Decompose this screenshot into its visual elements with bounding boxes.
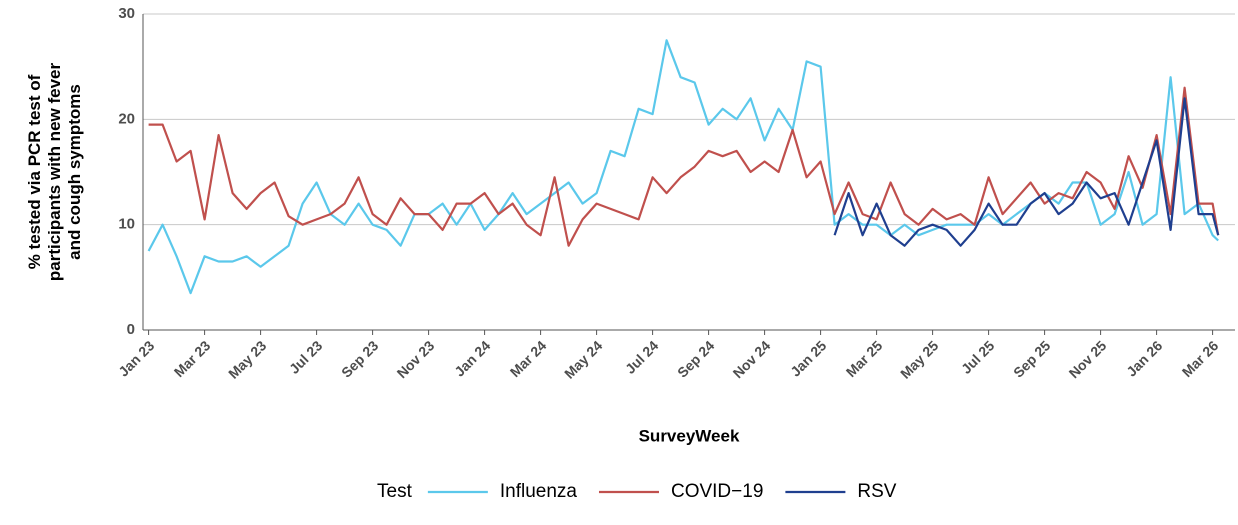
x-tick-label: Jan 24 xyxy=(451,337,493,379)
legend-title: Test xyxy=(377,481,413,502)
x-tick-label: Jul 23 xyxy=(286,337,326,377)
x-tick-label: Mar 23 xyxy=(171,337,214,380)
series-line xyxy=(148,86,1220,247)
x-tick-label: Nov 25 xyxy=(1066,337,1110,381)
x-tick-label: Jul 24 xyxy=(622,337,662,377)
y-tick-label: 20 xyxy=(118,110,135,127)
y-axis-title-line: % tested via PCR test of xyxy=(25,74,44,269)
x-tick-label: Jul 25 xyxy=(958,337,998,377)
y-axis-title-line: participants with new fever xyxy=(45,63,64,282)
x-tick-label: Nov 23 xyxy=(394,337,438,381)
series-line xyxy=(147,39,1219,295)
y-axis-title: % tested via PCR test ofparticipants wit… xyxy=(25,63,84,282)
x-tick-label: May 25 xyxy=(897,337,941,381)
x-tick-label: May 23 xyxy=(225,337,269,381)
series-line xyxy=(833,97,1220,247)
x-tick-label: May 24 xyxy=(561,337,605,381)
legend-label: COVID−19 xyxy=(671,481,763,502)
x-tick-label: Nov 24 xyxy=(730,337,774,381)
x-tick-label: Mar 25 xyxy=(843,337,886,380)
x-tick-label: Sep 24 xyxy=(674,337,717,380)
y-tick-label: 10 xyxy=(118,216,135,233)
legend-label: Influenza xyxy=(500,481,578,502)
x-tick-label: Sep 25 xyxy=(1010,337,1053,380)
x-tick-label: Mar 26 xyxy=(1179,337,1222,380)
x-tick-label: Mar 24 xyxy=(507,337,550,380)
y-tick-label: 0 xyxy=(127,321,135,338)
y-tick-label: 30 xyxy=(118,5,135,22)
x-tick-label: Jan 25 xyxy=(787,337,829,379)
x-axis-title: SurveyWeek xyxy=(639,426,740,445)
x-tick-label: Jan 26 xyxy=(1123,337,1165,379)
x-tick-label: Sep 23 xyxy=(338,337,381,380)
y-axis-title-line: and cough symptoms xyxy=(65,84,84,260)
legend-label: RSV xyxy=(857,481,896,502)
x-tick-label: Jan 23 xyxy=(115,337,157,379)
